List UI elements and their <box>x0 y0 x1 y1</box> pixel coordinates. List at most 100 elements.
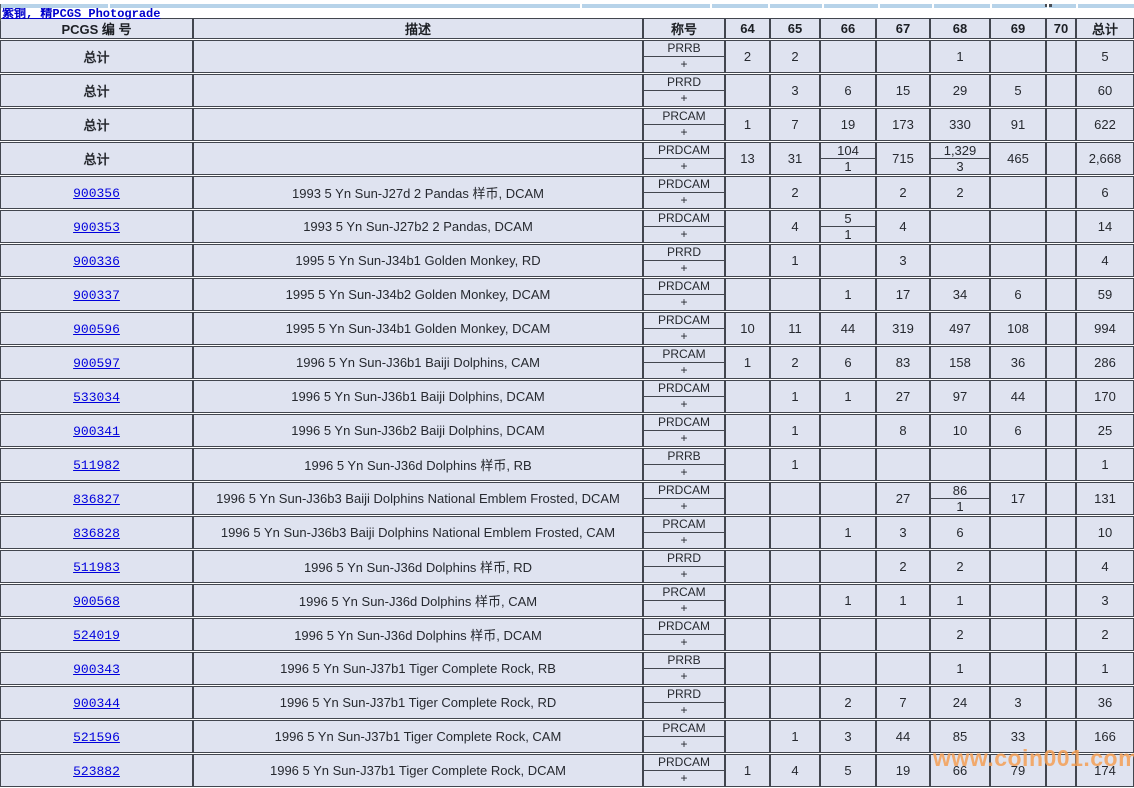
grade-65-cell: 31 <box>770 142 820 175</box>
grade-67-cell: 4 <box>876 210 930 243</box>
designation-label: PRCAM <box>644 347 724 363</box>
grade-68-cell <box>930 448 990 481</box>
designation-cell: PRRD + <box>643 74 725 107</box>
grade-70-cell <box>1046 346 1076 379</box>
table-row: 900341 1996 5 Yn Sun-J36b2 Baiji Dolphin… <box>0 414 1134 447</box>
grade-66-cell <box>820 40 876 73</box>
grade-65-cell: 2 <box>770 40 820 73</box>
designation-plus-label: + <box>680 737 688 751</box>
total-count-cell: 994 <box>1076 312 1134 345</box>
grade-69-cell <box>990 550 1046 583</box>
total-count-cell: 286 <box>1076 346 1134 379</box>
pcgs-number-link[interactable]: 521596 <box>73 729 120 745</box>
designation-plus-label: + <box>680 533 688 547</box>
designation-plus-label: + <box>680 261 688 275</box>
total-count-cell: 166 <box>1076 720 1134 753</box>
grade-68-cell: 2 <box>930 550 990 583</box>
grade-66-cell: 1 <box>820 278 876 311</box>
grade-65-cell: 4 <box>770 210 820 243</box>
description-cell: 1993 5 Yn Sun-J27b2 2 Pandas, DCAM <box>193 210 643 243</box>
designation-plus-label: + <box>680 771 688 785</box>
grade-68-cell <box>930 210 990 243</box>
pcgs-number-link[interactable]: 900344 <box>73 695 120 711</box>
column-gap-fragment <box>822 4 824 8</box>
designation-cell: PRDCAM + <box>643 380 725 413</box>
pcgs-number-link[interactable]: 523882 <box>73 763 120 779</box>
grade-68-cell: 1 <box>930 652 990 685</box>
pcgs-number-link[interactable]: 836827 <box>73 491 120 507</box>
table-row: 900336 1995 5 Yn Sun-J34b1 Golden Monkey… <box>0 244 1134 277</box>
pcgs-number-link[interactable]: 900356 <box>73 185 120 201</box>
grade-70-cell <box>1046 244 1076 277</box>
grade-66-cell: 5 <box>820 754 876 787</box>
description-cell: 1996 5 Yn Sun-J36d Dolphins 样币, RD <box>193 550 643 583</box>
grade-69-cell <box>990 652 1046 685</box>
designation-label: PRCAM <box>644 721 724 737</box>
grade-65-cell: 1 <box>770 448 820 481</box>
grade-64-cell: 1 <box>725 346 770 379</box>
total-count-cell: 4 <box>1076 244 1134 277</box>
table-row: 511982 1996 5 Yn Sun-J36d Dolphins 样币, R… <box>0 448 1134 481</box>
grade-67-cell: 2 <box>876 176 930 209</box>
count-plus: 3 <box>956 159 964 174</box>
pcgs-number-link[interactable]: 524019 <box>73 627 120 643</box>
designation-cell: PRCAM + <box>643 516 725 549</box>
designation-label: PRRD <box>644 687 724 703</box>
col-header-grade-67: 67 <box>876 18 930 39</box>
pcgs-number-link[interactable]: 900596 <box>73 321 120 337</box>
grade-69-cell <box>990 584 1046 617</box>
count-standard: 5 <box>821 211 875 227</box>
pcgs-number-link[interactable]: 900597 <box>73 355 120 371</box>
grade-69-cell: 6 <box>990 414 1046 447</box>
column-gap-fragment <box>1047 4 1049 8</box>
grade-69-cell: 79 <box>990 754 1046 787</box>
pcgs-number-link[interactable]: 900353 <box>73 219 120 235</box>
table-row: 836827 1996 5 Yn Sun-J36b3 Baiji Dolphin… <box>0 482 1134 515</box>
grade-68-cell: 86 1 <box>930 482 990 515</box>
pcgs-number-cell: 836828 <box>0 516 193 549</box>
designation-cell: PRRD + <box>643 686 725 719</box>
grade-67-cell: 17 <box>876 278 930 311</box>
grade-64-cell: 2 <box>725 40 770 73</box>
designation-plus-label: + <box>680 159 688 173</box>
pcgs-number-link[interactable]: 900336 <box>73 253 120 269</box>
description-cell: 1996 5 Yn Sun-J36d Dolphins 样币, RB <box>193 448 643 481</box>
grade-68-cell: 158 <box>930 346 990 379</box>
grade-68-cell: 97 <box>930 380 990 413</box>
designation-cell: PRDCAM + <box>643 176 725 209</box>
pcgs-number-link[interactable]: 511982 <box>73 457 120 473</box>
pcgs-number-link[interactable]: 900343 <box>73 661 120 677</box>
pcgs-number-link[interactable]: 900337 <box>73 287 120 303</box>
designation-label: PRRB <box>644 41 724 57</box>
grade-65-cell: 4 <box>770 754 820 787</box>
pcgs-number-link[interactable]: 511983 <box>73 559 120 575</box>
grade-65-cell <box>770 686 820 719</box>
designation-label: PRDCAM <box>644 143 724 159</box>
grade-68-cell: 2 <box>930 618 990 651</box>
grade-70-cell <box>1046 448 1076 481</box>
col-header-grade-64: 64 <box>725 18 770 39</box>
count-plus: 1 <box>844 227 852 242</box>
table-row: 900596 1995 5 Yn Sun-J34b1 Golden Monkey… <box>0 312 1134 345</box>
designation-plus-label: + <box>680 635 688 649</box>
pcgs-number-cell: 总计 <box>0 74 193 107</box>
pcgs-number-cell: 900343 <box>0 652 193 685</box>
pcgs-number-link[interactable]: 900341 <box>73 423 120 439</box>
pcgs-number-link[interactable]: 533034 <box>73 389 120 405</box>
grade-69-cell: 6 <box>990 278 1046 311</box>
pcgs-number-link[interactable]: 836828 <box>73 525 120 541</box>
table-row: 900344 1996 5 Yn Sun-J37b1 Tiger Complet… <box>0 686 1134 719</box>
grade-65-cell: 3 <box>770 74 820 107</box>
grade-65-cell: 1 <box>770 380 820 413</box>
category-link[interactable]: 紫铜, 精PCGS Photograde <box>2 7 161 21</box>
pcgs-number-link[interactable]: 900568 <box>73 593 120 609</box>
grade-66-cell <box>820 652 876 685</box>
column-gap-fragment <box>932 4 934 8</box>
pcgs-number-cell: 总计 <box>0 40 193 73</box>
grade-64-cell: 1 <box>725 754 770 787</box>
grade-64-cell <box>725 516 770 549</box>
designation-cell: PRDCAM + <box>643 482 725 515</box>
designation-label: PRCAM <box>644 585 724 601</box>
table-row: 总计 PRRB + 2 2 1 5 <box>0 40 1134 73</box>
grade-70-cell <box>1046 210 1076 243</box>
